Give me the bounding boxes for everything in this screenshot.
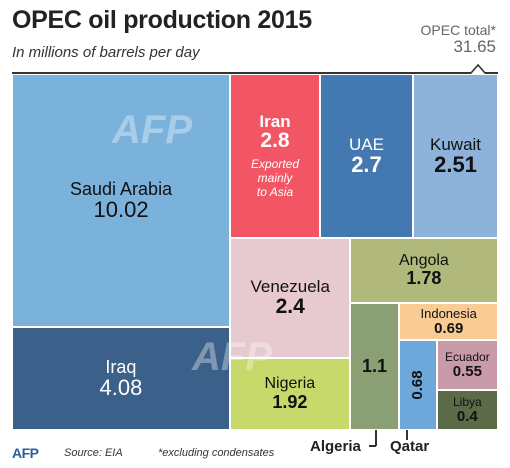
leader-qatar bbox=[406, 430, 408, 440]
cell-qatar bbox=[399, 340, 437, 430]
name-iraq: Iraq bbox=[105, 356, 137, 377]
label-qatar: 0.68 bbox=[399, 340, 437, 430]
source-note: Source: EIA bbox=[64, 447, 123, 459]
name-saudi-arabia: Saudi Arabia bbox=[70, 178, 173, 199]
value-indonesia: 0.69 bbox=[434, 319, 464, 337]
name-ecuador: Ecuador bbox=[445, 350, 490, 364]
label-nigeria: Nigeria 1.92 bbox=[264, 375, 316, 412]
value-kuwait: 2.51 bbox=[434, 152, 477, 178]
leader-algeria-tick bbox=[369, 445, 376, 447]
value-ecuador: 0.55 bbox=[452, 362, 482, 380]
value-algeria: 1.1 bbox=[362, 356, 388, 376]
name-nigeria: Nigeria bbox=[264, 375, 316, 392]
opec-total-label: OPEC total* bbox=[420, 22, 496, 38]
cell-ecuador bbox=[437, 340, 498, 390]
name-angola: Angola bbox=[399, 251, 449, 269]
cell-algeria bbox=[350, 303, 399, 430]
name-kuwait: Kuwait bbox=[430, 134, 482, 154]
cell-saudi-arabia bbox=[12, 74, 230, 327]
value-iran: 2.8 bbox=[260, 129, 290, 153]
value-angola: 1.78 bbox=[406, 268, 442, 289]
name-indonesia: Indonesia bbox=[420, 306, 477, 321]
note-iran: Exported mainly to Asia bbox=[251, 157, 300, 199]
value-libya: 0.4 bbox=[456, 407, 478, 425]
label-venezuela: Venezuela 2.4 bbox=[251, 278, 330, 318]
value-iraq: 4.08 bbox=[99, 375, 143, 401]
cell-indonesia bbox=[399, 303, 498, 340]
value-venezuela: 2.4 bbox=[275, 294, 305, 318]
external-label-algeria: Algeria bbox=[310, 438, 361, 455]
label-iraq: Iraq 4.08 bbox=[99, 356, 143, 401]
leader-algeria bbox=[375, 430, 377, 446]
opec-total-rule bbox=[12, 72, 498, 74]
value-saudi-arabia: 10.02 bbox=[93, 197, 149, 223]
label-kuwait: Kuwait 2.51 bbox=[430, 134, 482, 178]
afp-logo: AFP bbox=[12, 445, 39, 461]
chart-subtitle: In millions of barrels per day bbox=[12, 44, 200, 61]
chart-title: OPEC oil production 2015 bbox=[12, 6, 312, 34]
name-iran: Iran bbox=[259, 111, 291, 131]
cell-venezuela bbox=[230, 238, 350, 358]
name-venezuela: Venezuela bbox=[250, 277, 330, 296]
value-nigeria: 1.92 bbox=[272, 391, 308, 412]
cell-iran bbox=[230, 74, 320, 238]
cell-uae bbox=[320, 74, 413, 238]
label-algeria: 1.1 bbox=[362, 357, 387, 376]
cell-nigeria bbox=[230, 358, 350, 430]
label-ecuador: Ecuador 0.55 bbox=[445, 351, 490, 379]
cell-libya bbox=[437, 390, 498, 430]
opec-total-value: 31.65 bbox=[453, 37, 496, 56]
label-uae: UAE 2.7 bbox=[349, 134, 384, 178]
value-uae: 2.7 bbox=[351, 152, 382, 178]
cell-angola bbox=[350, 238, 498, 303]
label-libya: Libya 0.4 bbox=[453, 396, 482, 424]
label-angola: Angola 1.78 bbox=[399, 251, 449, 289]
value-qatar: 0.68 bbox=[409, 370, 426, 400]
cell-kuwait bbox=[413, 74, 498, 238]
treemap: Saudi Arabia 10.02 Iraq 4.08 Iran 2.8 Exported… bbox=[12, 74, 498, 430]
name-uae: UAE bbox=[349, 134, 384, 154]
cell-iraq bbox=[12, 327, 230, 430]
label-iran: Iran 2.8 Exported mainly to Asia bbox=[251, 111, 300, 200]
name-libya: Libya bbox=[453, 395, 482, 409]
label-indonesia: Indonesia 0.69 bbox=[421, 307, 477, 336]
label-saudi-arabia: Saudi Arabia 10.02 bbox=[70, 178, 173, 223]
footnote: *excluding condensates bbox=[158, 447, 275, 459]
opec-total-notch bbox=[471, 64, 485, 74]
external-label-qatar: Qatar bbox=[390, 438, 430, 455]
